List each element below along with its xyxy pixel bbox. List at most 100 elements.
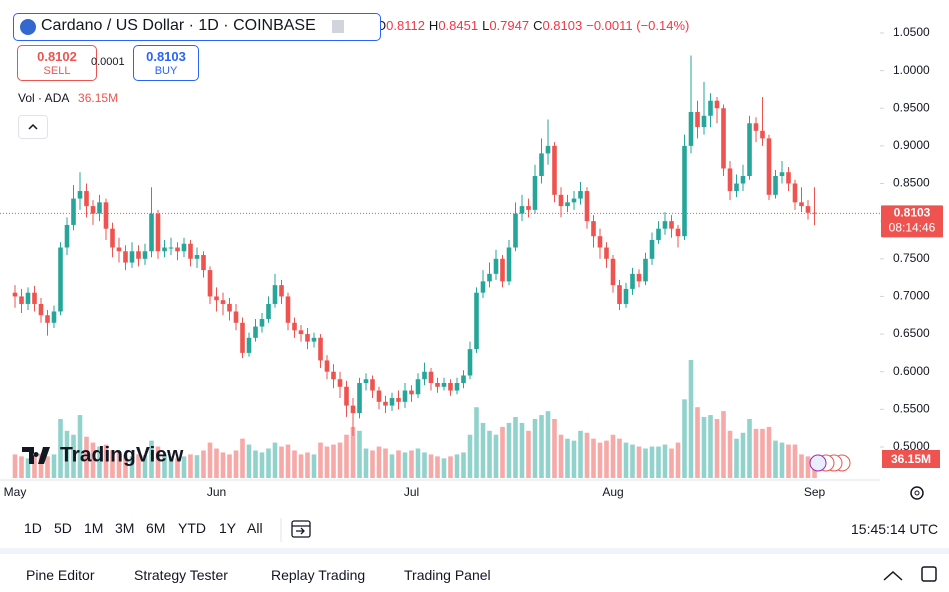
- range-button[interactable]: 1D: [24, 520, 42, 536]
- panel-tab[interactable]: Strategy Tester: [134, 567, 228, 583]
- volume-bar: [350, 426, 356, 478]
- candle-body: [448, 383, 453, 391]
- volume-bar: [747, 419, 752, 478]
- range-button[interactable]: 6M: [146, 520, 166, 536]
- sell-label: SELL: [43, 65, 71, 77]
- volume-bar: [565, 438, 570, 478]
- sell-button[interactable]: 0.8102 SELL: [17, 45, 97, 81]
- y-tick-label: 0.8500: [893, 176, 930, 190]
- flag-icon[interactable]: [332, 20, 344, 33]
- volume-bar: [623, 442, 629, 478]
- volume-bar: [337, 442, 343, 478]
- volume-bar: [454, 454, 460, 478]
- candle-body: [714, 100, 720, 109]
- volume-bar: [285, 444, 291, 478]
- candle-body: [435, 383, 440, 387]
- range-button[interactable]: All: [247, 520, 263, 536]
- spread: 0.0001: [91, 56, 125, 68]
- collapse-legend-button[interactable]: [18, 115, 48, 139]
- settings-icon[interactable]: [910, 486, 924, 500]
- candle-body: [324, 360, 330, 372]
- x-tick-label: Jul: [404, 485, 419, 499]
- range-button[interactable]: 5D: [54, 520, 72, 536]
- candle-body: [753, 123, 759, 131]
- volume-bar: [194, 455, 200, 478]
- candle-body: [500, 258, 505, 282]
- candle-body: [799, 202, 804, 207]
- candle-body: [565, 202, 570, 207]
- ohlc-value: 0.8451: [438, 18, 479, 33]
- candle-body: [422, 371, 427, 380]
- candle-body: [578, 191, 583, 199]
- candle-body: [474, 292, 479, 350]
- volume-bar: [415, 448, 421, 478]
- buy-button[interactable]: 0.8103 BUY: [133, 45, 199, 81]
- panel-separator: [0, 548, 949, 554]
- volume-bar: [97, 446, 102, 478]
- ohlc-value: 0.7947: [489, 18, 530, 33]
- candle-body: [480, 281, 486, 293]
- ohlc-value: 0.8103: [542, 18, 583, 33]
- candle-body: [207, 270, 213, 297]
- candle-body: [747, 123, 752, 176]
- candle-body: [623, 288, 629, 304]
- candle-body: [71, 198, 76, 225]
- candle-body: [740, 175, 746, 184]
- candle-body: [363, 379, 369, 384]
- range-button[interactable]: 1M: [84, 520, 104, 536]
- volume-bar: [662, 444, 668, 478]
- volume-bar: [363, 448, 369, 478]
- panel-tab[interactable]: Pine Editor: [26, 567, 95, 583]
- calendar-icon[interactable]: [291, 520, 311, 538]
- x-tick-label: Sep: [804, 485, 826, 499]
- symbol-title: Cardano / US Dollar · 1D · COINBASE: [41, 17, 316, 34]
- range-button[interactable]: 1Y: [219, 520, 237, 536]
- candle-body: [214, 296, 219, 301]
- volume-bar: [227, 454, 232, 478]
- sell-price: 0.8102: [37, 49, 77, 64]
- candle-body: [116, 247, 122, 252]
- candle-body: [162, 247, 167, 252]
- range-button[interactable]: 3M: [115, 520, 135, 536]
- volume-bar: [38, 453, 44, 478]
- candle-body: [240, 322, 245, 353]
- candle-body: [32, 292, 37, 304]
- candle-body: [227, 303, 232, 312]
- volume-bar: [110, 450, 115, 478]
- candle-body: [129, 251, 135, 263]
- candle-body: [246, 337, 252, 353]
- candle-body: [64, 224, 70, 248]
- volume-bar: [779, 442, 785, 478]
- candle-body: [38, 303, 44, 316]
- watermark: TradingView: [22, 444, 184, 467]
- volume-bar: [552, 419, 557, 478]
- volume-bar: [597, 442, 603, 478]
- candle-body: [519, 206, 525, 214]
- volume-bar: [103, 444, 109, 478]
- range-button[interactable]: YTD: [178, 520, 206, 536]
- volume-bar: [558, 434, 564, 478]
- candle-body: [610, 258, 616, 286]
- volume-bar: [721, 411, 726, 478]
- ohlc-change: −0.0011 (−0.14%): [586, 18, 690, 33]
- candle-body: [97, 202, 102, 214]
- maximize-panel-icon[interactable]: [921, 566, 937, 582]
- y-tick-label: 0.6000: [893, 364, 930, 378]
- volume-bar: [175, 458, 180, 478]
- candle-body: [45, 315, 50, 323]
- volume-bar: [311, 454, 317, 478]
- symbol-box[interactable]: Cardano / US Dollar · 1D · COINBASE: [13, 13, 381, 41]
- candle-body: [552, 145, 557, 195]
- volume-bar: [734, 438, 739, 478]
- panel-tab[interactable]: Trading Panel: [404, 567, 491, 583]
- volume-bar: [604, 440, 609, 478]
- panel-tab[interactable]: Replay Trading: [271, 567, 366, 583]
- candle-body: [727, 168, 733, 192]
- volume-bar: [240, 438, 245, 478]
- candle-body: [779, 172, 785, 176]
- candle-body: [591, 221, 596, 237]
- collapse-panel-icon[interactable]: [883, 570, 903, 581]
- volume-bar: [168, 456, 174, 478]
- candle-body: [389, 398, 395, 406]
